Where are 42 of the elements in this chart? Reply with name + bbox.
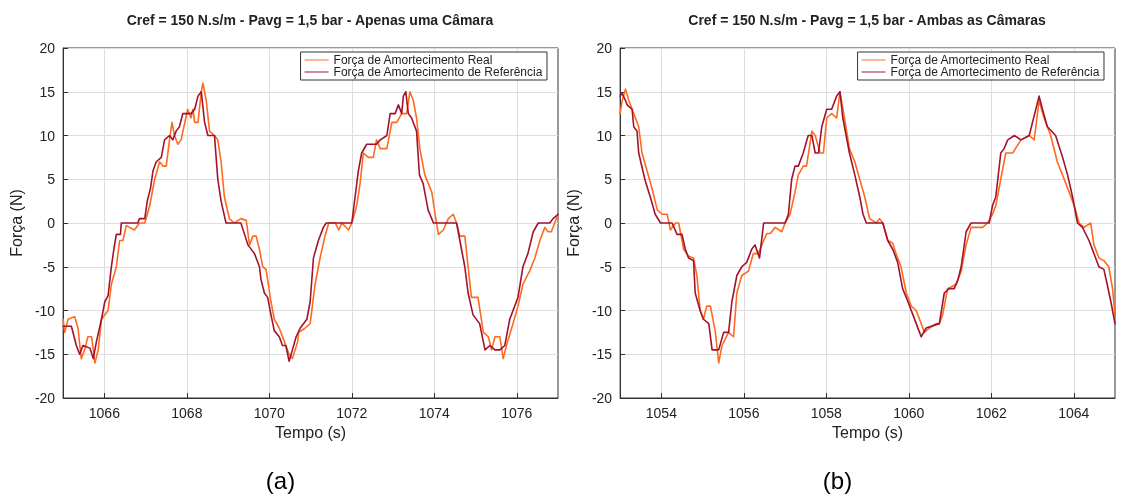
y-axis-title: Força (N) bbox=[564, 189, 582, 257]
y-tick-label: 20 bbox=[39, 40, 56, 56]
y-tick-label: 0 bbox=[47, 215, 56, 231]
y-tick-label: -10 bbox=[591, 302, 613, 319]
y-tick-label: -15 bbox=[591, 346, 613, 363]
y-tick-label: 5 bbox=[47, 171, 56, 188]
y-tick-label: 10 bbox=[596, 127, 613, 144]
x-tick-label: 1074 bbox=[418, 405, 451, 421]
y-tick-label: 5 bbox=[604, 171, 613, 188]
chart-title: Cref = 150 N.s/m - Pavg = 1,5 bar - Apenas uma Câmara bbox=[126, 12, 494, 28]
x-axis-title: Tempo (s) bbox=[832, 424, 904, 442]
x-tick-label: 1054 bbox=[645, 405, 678, 421]
x-tick-label: 1058 bbox=[810, 405, 843, 421]
y-tick-label: -20 bbox=[34, 390, 56, 406]
x-tick-label: 1064 bbox=[1058, 405, 1090, 421]
y-tick-label: 20 bbox=[596, 40, 613, 56]
x-tick-label: 1076 bbox=[501, 405, 533, 421]
y-tick-label: 15 bbox=[39, 83, 56, 100]
y-tick-label: 15 bbox=[596, 83, 613, 100]
x-tick-label: 1072 bbox=[336, 405, 368, 421]
x-tick-label: 1060 bbox=[893, 405, 925, 421]
legend-label: Força de Amortecimento de Referência bbox=[333, 65, 543, 79]
x-tick-label: 1056 bbox=[728, 405, 760, 421]
x-tick-label: 1062 bbox=[975, 405, 1008, 421]
x-tick-label: 1070 bbox=[253, 405, 286, 421]
x-axis-title: Tempo (s) bbox=[275, 424, 347, 442]
x-tick-label: 1066 bbox=[88, 405, 121, 421]
text: (b) bbox=[822, 466, 853, 494]
y-tick-label: -15 bbox=[34, 346, 56, 363]
legend-label: Força de Amortecimento Real bbox=[333, 53, 493, 67]
y-tick-label: -20 bbox=[591, 390, 613, 406]
text: (a) bbox=[265, 466, 296, 494]
y-axis-title: Força (N) bbox=[7, 189, 25, 257]
y-tick-label: -5 bbox=[42, 258, 56, 275]
legend-label: Força de Amortecimento Real bbox=[890, 53, 1050, 67]
y-tick-label: -10 bbox=[34, 302, 56, 319]
y-tick-label: 0 bbox=[604, 215, 613, 231]
x-tick-label: 1068 bbox=[171, 405, 203, 421]
y-tick-label: -5 bbox=[599, 258, 613, 275]
y-tick-label: 10 bbox=[39, 127, 56, 144]
chart-title: Cref = 150 N.s/m - Pavg = 1,5 bar - Ambas as Câmaras bbox=[688, 12, 1046, 28]
legend-label: Força de Amortecimento de Referência bbox=[890, 65, 1100, 79]
